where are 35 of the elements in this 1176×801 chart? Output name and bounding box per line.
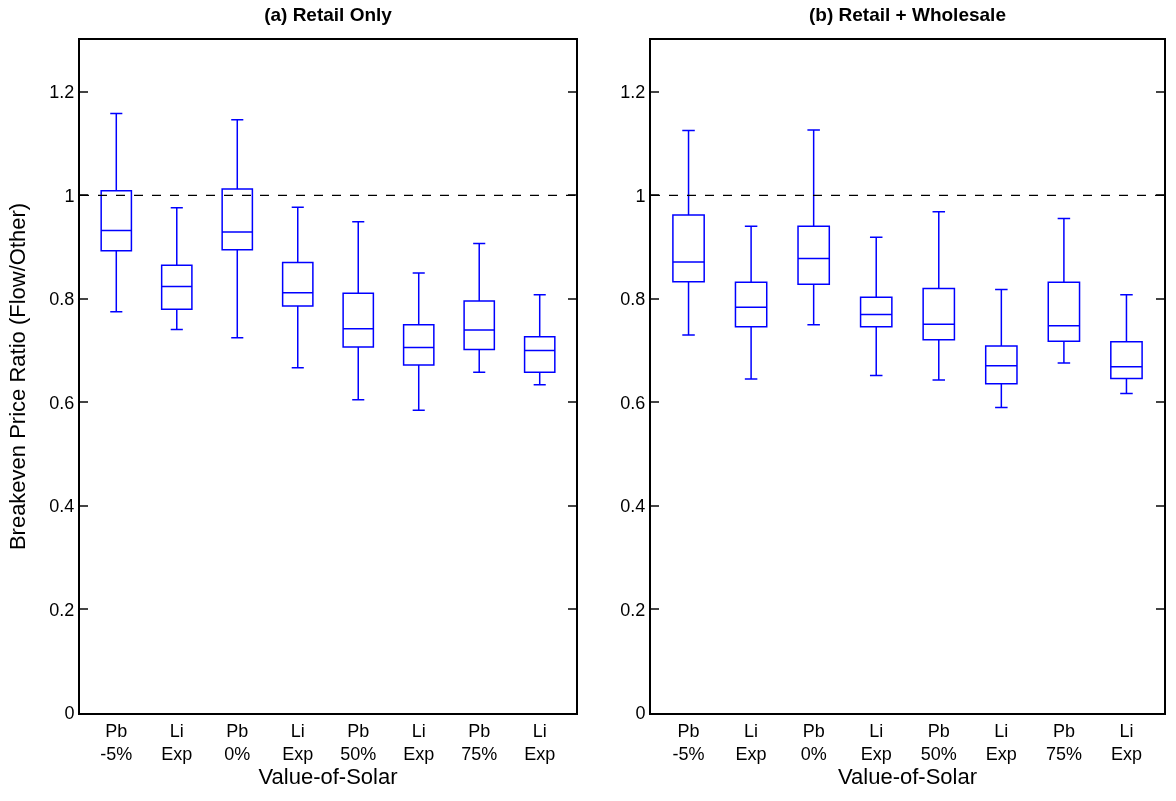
x-axis-title: Value-of-Solar — [258, 764, 398, 789]
chart-title: (a) Retail Only — [264, 4, 393, 26]
y-axis-title: Breakeven Price Ratio (Flow/Other) — [5, 202, 30, 551]
x-tick-label: Pb 50% — [340, 720, 377, 764]
y-tick-label: 1.2 — [620, 82, 646, 103]
y-tick-label: 0.8 — [49, 289, 75, 310]
x-tick-label: Li Exp — [524, 720, 556, 764]
chart-title: (b) Retail + Wholesale — [809, 4, 1006, 26]
y-tick-label: 1.2 — [49, 82, 75, 103]
y-tick-label: 0.2 — [620, 599, 646, 620]
x-tick-label: Pb 75% — [461, 720, 498, 764]
y-tick-label: 0.6 — [49, 392, 75, 413]
y-tick-label: 1 — [635, 185, 646, 206]
y-tick-label: 0.8 — [620, 289, 646, 310]
x-tick-label: Pb -5% — [100, 720, 133, 764]
y-tick-label: 1 — [64, 185, 75, 206]
x-tick-label: Pb 0% — [224, 720, 251, 764]
x-tick-label: Li Exp — [161, 720, 193, 764]
y-tick-label: 0 — [64, 703, 75, 724]
y-tick-label: 0 — [635, 703, 646, 724]
x-tick-label: Pb 50% — [920, 720, 957, 764]
y-tick-label: 0.4 — [620, 496, 646, 517]
y-tick-label: 0.2 — [49, 599, 75, 620]
x-tick-label: Pb -5% — [672, 720, 705, 764]
x-tick-label: Li Exp — [860, 720, 892, 764]
x-axis-title: Value-of-Solar — [838, 764, 977, 789]
y-tick-label: 0.4 — [49, 496, 75, 517]
y-tick-label: 0.6 — [620, 392, 646, 413]
x-tick-label: Li Exp — [1110, 720, 1142, 764]
x-tick-label: Pb 0% — [800, 720, 827, 764]
x-tick-label: Li Exp — [282, 720, 314, 764]
x-tick-label: Li Exp — [735, 720, 767, 764]
x-tick-label: Li Exp — [985, 720, 1017, 764]
x-tick-label: Li Exp — [403, 720, 435, 764]
x-tick-label: Pb 75% — [1045, 720, 1082, 764]
